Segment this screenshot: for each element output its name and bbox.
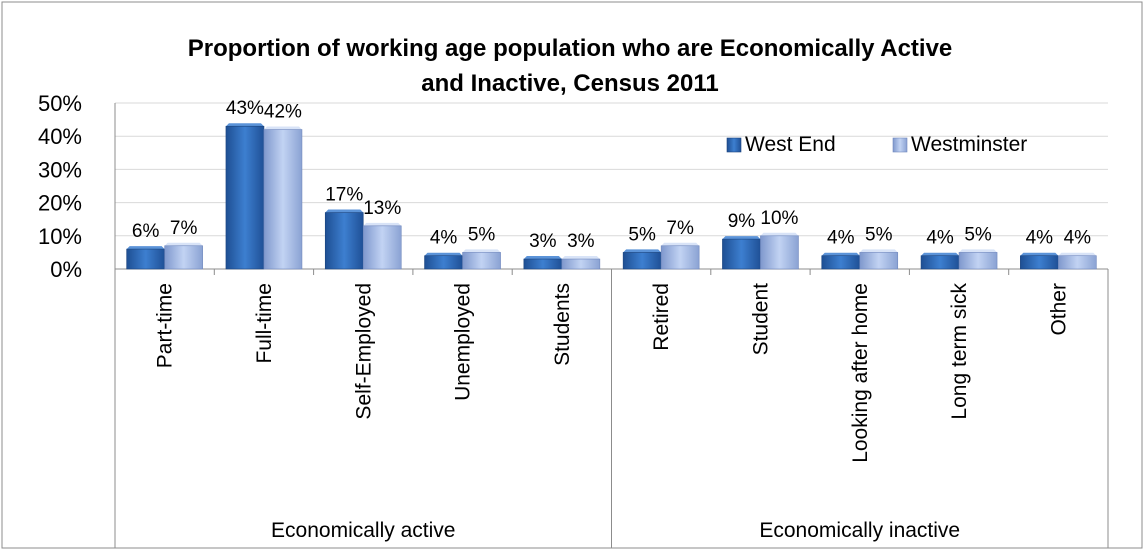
data-label: 7%: [170, 218, 198, 239]
bar-west-end: [424, 255, 463, 270]
y-tick-label: 20%: [38, 191, 82, 216]
bar-top-westminster: [164, 242, 203, 246]
bar-top-west-end: [821, 252, 860, 256]
category-label: Part-time: [154, 283, 177, 368]
bar-top-west-end: [921, 252, 960, 256]
y-tick-label: 10%: [38, 224, 82, 249]
bar-top-west-end: [325, 209, 364, 213]
bar-top-west-end: [623, 249, 662, 253]
category-label: Students: [551, 283, 574, 366]
category-label: Retired: [650, 283, 673, 351]
category-label: Looking after home: [849, 283, 872, 463]
chart-title-line2: and Inactive, Census 2011: [421, 70, 718, 97]
data-label: 3%: [529, 231, 557, 252]
bar-top-west-end: [424, 252, 463, 256]
category-label: Full-time: [253, 283, 276, 364]
bar-westminster: [760, 235, 799, 270]
data-label: 5%: [468, 224, 496, 245]
y-tick-label: 50%: [38, 91, 82, 116]
bar-top-west-end: [1020, 252, 1059, 256]
bar-top-westminster: [1058, 252, 1097, 256]
bar-top-westminster: [959, 249, 998, 253]
data-label: 4%: [827, 228, 855, 249]
bar-west-end: [126, 248, 165, 270]
data-label: 13%: [363, 198, 401, 219]
data-label: 7%: [666, 218, 694, 239]
bar-westminster: [958, 252, 998, 270]
bar-westminster: [1058, 255, 1097, 270]
bar-top-westminster: [363, 222, 402, 226]
data-label: 4%: [1064, 228, 1092, 249]
data-label: 17%: [325, 185, 363, 206]
data-label: 5%: [865, 224, 893, 245]
data-label: 42%: [264, 102, 302, 123]
bar-west-end: [821, 255, 861, 270]
bar-top-westminster: [561, 256, 600, 260]
bar-top-westminster: [661, 242, 700, 246]
category-label: Unemployed: [452, 283, 475, 401]
plot-area: 0% 10% 20% 30% 40% 50% 6% 7% 43% 42% 17%13% 4% 5% 3% 3…: [38, 91, 1109, 548]
category-label: Student: [749, 283, 772, 356]
y-tick-label: 0%: [50, 257, 82, 282]
bar-west-end: [225, 125, 265, 270]
bar-top-westminster: [859, 249, 898, 253]
data-label: 43%: [226, 98, 264, 119]
bar-westminster: [164, 245, 203, 270]
category-label: Self-Employed: [352, 283, 375, 420]
bar-top-west-end: [126, 246, 165, 250]
bar-top-westminster: [760, 232, 799, 236]
bar-top-westminster: [263, 126, 302, 130]
chart-title-line1: Proportion of working age population who…: [188, 35, 953, 62]
bar-top-west-end: [722, 236, 761, 240]
category-label: Other: [1047, 283, 1070, 336]
bar-westminster: [561, 258, 601, 270]
bar-west-end: [722, 238, 761, 270]
legend-swatch-westminster: [892, 137, 908, 153]
bar-westminster: [859, 252, 899, 270]
data-label: 6%: [132, 221, 160, 242]
bar-westminster: [462, 252, 501, 270]
bar-west-end: [622, 252, 662, 270]
bar-west-end: [1020, 255, 1059, 270]
group-label: Economically inactive: [759, 519, 960, 542]
bar-west-end: [324, 212, 364, 270]
data-label: 4%: [430, 228, 458, 249]
bar-top-west-end: [225, 123, 264, 127]
data-label: 3%: [567, 231, 595, 252]
data-label: 4%: [926, 228, 954, 249]
group-label: Economically active: [271, 519, 455, 542]
bar-west-end: [920, 255, 960, 270]
data-label: 4%: [1026, 228, 1054, 249]
category-label: Long term sick: [948, 283, 971, 420]
data-label: 5%: [964, 224, 992, 245]
y-tick-label: 40%: [38, 124, 82, 149]
bar-top-west-end: [523, 256, 562, 260]
bar-westminster: [263, 129, 303, 270]
bar-west-end: [523, 258, 563, 270]
legend-label: Westminster: [911, 133, 1027, 156]
data-label: 9%: [728, 211, 756, 232]
y-tick-label: 30%: [38, 157, 82, 182]
legend-label: West End: [745, 133, 836, 156]
data-label: 5%: [628, 224, 656, 245]
data-label: 10%: [760, 208, 798, 229]
bar-top-westminster: [462, 249, 501, 253]
bar-westminster: [660, 245, 700, 270]
bar-westminster: [362, 225, 402, 270]
legend-swatch-west-end: [726, 137, 742, 153]
